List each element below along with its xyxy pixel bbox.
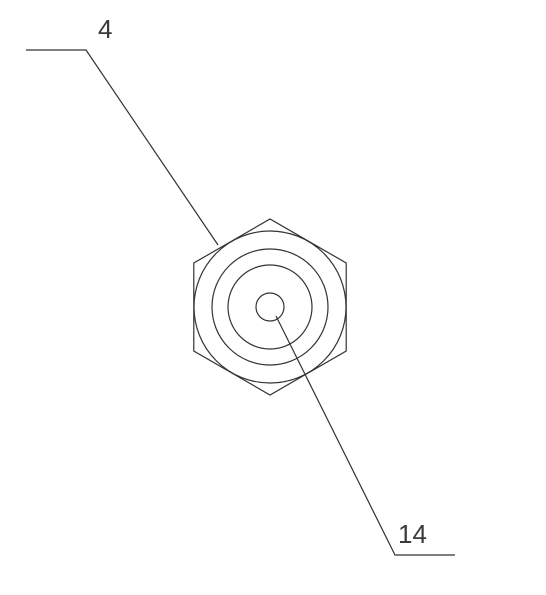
leader-4-label: 4 [98,14,112,44]
leader-14-label: 14 [398,519,427,549]
technical-diagram: 4 14 [0,0,546,595]
background [0,0,546,595]
